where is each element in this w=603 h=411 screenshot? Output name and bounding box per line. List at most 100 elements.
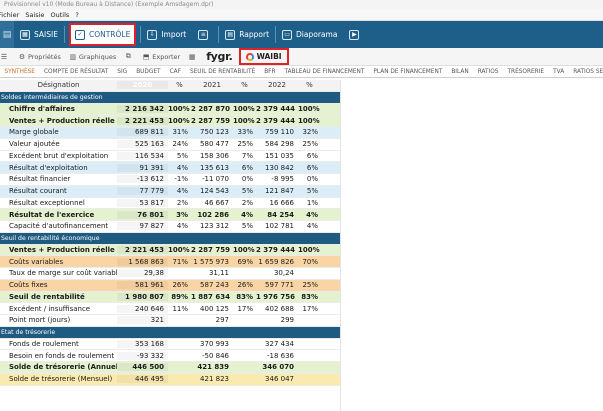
table-row[interactable]: Seuil de rentabilité 1 980 807 89% 1 887 63… (0, 291, 340, 304)
table-row[interactable]: Résultat d'exploitation 91 391 4% 135 613 6%… (0, 162, 340, 174)
fygr-logo[interactable]: fygr. (206, 50, 233, 63)
cell-designation: Taux de marge sur coût variable (%) (9, 269, 117, 278)
table-row[interactable]: Ventes + Production réelle 2 221 453 100% 2… (0, 244, 340, 257)
column-header-2022[interactable]: 2022 (268, 81, 286, 90)
menu-fichier[interactable]: Fichier (0, 11, 20, 19)
tab-seuil-de-rentabilite[interactable]: SEUIL DE RENTABILITÉ (189, 69, 256, 75)
column-header-2021[interactable]: 2021 (203, 81, 221, 90)
cell-value-2020: 689 811 (117, 128, 168, 137)
table-row[interactable]: Chiffre d'affaires 2 216 342 100% 2 287 870… (0, 103, 340, 116)
ribbon-divider (63, 26, 65, 43)
cell-pct-2020: 31% (172, 128, 188, 137)
cell-pct-2021: 6% (241, 163, 253, 172)
table-row[interactable]: Coûts variables 1 568 863 71% 1 575 973 69% 1… (0, 256, 340, 268)
tab-tva[interactable]: TVA (553, 69, 565, 75)
ribbon-divider (140, 26, 142, 43)
column-header-pct[interactable]: % (241, 81, 248, 90)
toolbar-exporter-button[interactable]: ⬒ Exporter (142, 53, 180, 61)
cell-pct-2022: 100% (298, 116, 320, 125)
export-icon: ⬒ (142, 52, 150, 61)
tab-plan-de-financement[interactable]: PLAN DE FINANCEMENT (373, 69, 443, 75)
column-header-pct[interactable]: % (306, 81, 313, 90)
table-row[interactable]: Résultat de l'exercice 76 801 3% 102 286 4% 8… (0, 209, 340, 221)
cell-pct-2022: 70% (302, 257, 318, 266)
menu-saisie[interactable]: Saisie (25, 11, 45, 19)
cell-value-2020: -93 332 (117, 351, 168, 360)
cell-pct-2021: 83% (236, 292, 253, 301)
tab-synthese[interactable]: SYNTHÈSE (4, 69, 35, 75)
table-row[interactable]: Coûts fixes 581 961 26% 587 243 26% 597 771 25… (0, 279, 340, 292)
tab-tresorerie[interactable]: TRÉSORERIE (507, 69, 545, 75)
table-row[interactable]: Fonds de roulement 353 168 370 993 327 434 (0, 339, 340, 351)
cell-value-2020: 2 221 453 (117, 245, 168, 254)
table-row[interactable]: Valeur ajoutée 525 163 24% 580 477 25% 584 29… (0, 139, 340, 151)
clipboard-icon: ≡ (198, 29, 209, 40)
toolbar-excel-button[interactable]: ▦ (188, 53, 198, 61)
cell-value-2020: 2 216 342 (117, 104, 168, 113)
ribbon-controle-button[interactable]: ✓ CONTRÔLE (68, 23, 137, 46)
tab-caf[interactable]: CAF (169, 69, 181, 75)
table-row[interactable]: Point mort (jours) 321 297 299 (0, 315, 340, 327)
ribbon-play-button[interactable]: ▶ (343, 21, 369, 48)
column-header-pct[interactable]: % (176, 81, 183, 90)
table-row[interactable]: Excédent / insuffisance 240 646 11% 400 125… (0, 303, 340, 315)
ribbon-import-button[interactable]: ⇩ Import (141, 21, 192, 48)
table-row[interactable]: Résultat courant 77 779 4% 124 543 5% 121 847… (0, 185, 340, 198)
table-row[interactable]: Capacité d'autofinancement 97 827 4% 123 31… (0, 221, 340, 233)
cell-value-2020: -13 612 (117, 175, 168, 184)
ribbon-collapse-icon[interactable]: ▤ (0, 21, 14, 48)
toolbar-list-button[interactable]: ☰ (0, 53, 10, 61)
cell-value-2020: 77 779 (117, 187, 168, 196)
ribbon-clipboard-button[interactable]: ≡ (192, 21, 218, 48)
tab-compte-de-resultat[interactable]: COMPTE DE RÉSULTAT (43, 69, 109, 75)
cell-value-2022: 2 379 444 (256, 116, 295, 125)
tab-bfr[interactable]: BFR (264, 69, 276, 75)
ribbon-controle-label: CONTRÔLE (88, 30, 131, 39)
toolbar-proprietes-button[interactable]: ⚙ Propriétés (18, 53, 61, 61)
cell-pct-2021: 7% (241, 151, 253, 160)
tab-tableau-de-financement[interactable]: TABLEAU DE FINANCEMENT (284, 69, 365, 75)
tab-sig[interactable]: SIG (117, 69, 128, 75)
cell-pct-2021: 33% (237, 128, 253, 137)
tab-ratios-sectoriels[interactable]: RATIOS SECTORIELS (573, 69, 603, 75)
table-row[interactable]: Excédent brut d'exploitation 116 534 5% 158… (0, 151, 340, 163)
cell-pct-2021: 100% (233, 245, 255, 254)
cell-pct-2021: 26% (237, 281, 253, 290)
cell-pct-2022: 100% (298, 104, 320, 113)
cell-value-2021: -50 846 (201, 351, 229, 360)
ribbon-saisie-button[interactable]: ▦ SAISIE (14, 21, 64, 48)
table-row[interactable]: Ventes + Production réelle 2 221 453 100% 2… (0, 115, 340, 127)
toolbar-graphiques-button[interactable]: ▥ Graphiques (69, 53, 117, 61)
column-header-designation[interactable]: Désignation (37, 81, 80, 90)
column-header-2020[interactable]: 2020 (117, 81, 168, 90)
tab-bilan[interactable]: BILAN (451, 69, 469, 75)
table-row[interactable]: Résultat financier -13 612 -1% -11 070 0% -8 … (0, 174, 340, 186)
table-row[interactable]: Marge globale 689 811 31% 750 123 33% 759 110… (0, 127, 340, 139)
menu-help[interactable]: ? (75, 11, 79, 19)
cell-pct-2021: 17% (237, 304, 253, 313)
tab-budget[interactable]: BUDGET (136, 69, 161, 75)
cell-designation: Solde de trésorerie (Mensuel) (9, 375, 113, 384)
window-title: Prévisionnel v10 (Mode Bureau à Distance… (0, 0, 603, 9)
ribbon-diaporama-button[interactable]: ▭ Diaporama (276, 21, 343, 48)
table-row[interactable]: Solde de trésorerie (Mensuel) 446 495 421 … (0, 373, 340, 386)
table-row[interactable]: Besoin en fonds de roulement -93 332 -50 8… (0, 350, 340, 362)
cell-value-2022: -18 636 (266, 351, 294, 360)
cell-pct-2021: 0% (241, 175, 253, 184)
synthese-table: Désignation 2020 % 2021 % 2022 % Soldes … (0, 80, 340, 386)
table-row[interactable]: Taux de marge sur coût variable (%)29,38… (0, 268, 340, 280)
cell-pct-2021: 100% (233, 104, 255, 113)
play-icon: ▶ (349, 29, 360, 40)
section-title: Soldes intermédiaires de gestion (1, 93, 103, 101)
table-row[interactable]: Solde de trésorerie (Annuel) 446 500 421 8… (0, 362, 340, 374)
toolbar-copy-button[interactable]: ⧉ (124, 52, 134, 61)
waibi-button[interactable]: WAIBI (238, 48, 289, 65)
cell-pct-2020: 100% (168, 116, 190, 125)
table-row[interactable]: Résultat exceptionnel 53 817 2% 46 667 2% 16 … (0, 198, 340, 210)
ribbon-rapport-button[interactable]: ▤ Rapport (219, 21, 275, 48)
cell-pct-2022: 25% (302, 140, 318, 149)
cell-designation: Résultat exceptionnel (9, 198, 85, 207)
tab-ratios[interactable]: RATIOS (477, 69, 499, 75)
cell-value-2022: 2 379 444 (256, 245, 295, 254)
menu-outils[interactable]: Outils (50, 11, 70, 19)
